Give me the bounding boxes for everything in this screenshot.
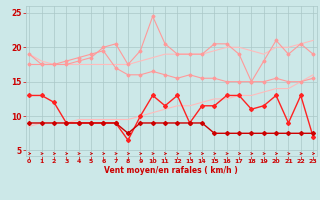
X-axis label: Vent moyen/en rafales ( km/h ): Vent moyen/en rafales ( km/h )	[104, 166, 238, 175]
